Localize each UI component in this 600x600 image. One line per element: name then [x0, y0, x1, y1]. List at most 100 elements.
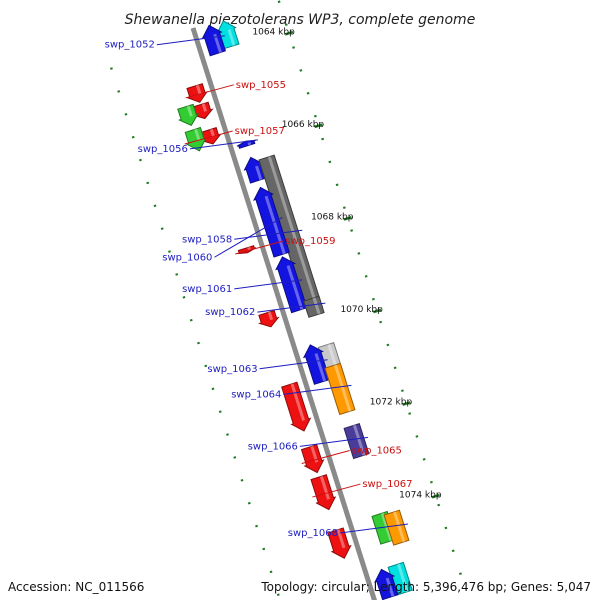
- gene-feature: [252, 186, 290, 258]
- gene-label[interactable]: swp_1060: [162, 252, 212, 263]
- map-title: Shewanella piezotolerans WP3, complete g…: [125, 12, 476, 28]
- gene-highlight: [393, 511, 406, 543]
- accession-text: Accession: NC_011566: [8, 580, 145, 594]
- gene-label[interactable]: swp_1065: [352, 445, 402, 456]
- gene-arrow: [300, 444, 325, 474]
- gene-feature: [374, 568, 399, 600]
- gene-feature: [343, 422, 370, 460]
- gene-arrow: [252, 186, 290, 258]
- gene-feature: [383, 509, 410, 546]
- gene-highlight: [255, 165, 263, 181]
- label-leader-line: [257, 302, 326, 313]
- gene-highlight: [267, 311, 274, 321]
- gene-features: [177, 20, 413, 600]
- scale-tick-mark: [343, 215, 352, 221]
- gene-arrow: [343, 422, 370, 460]
- scale-tick-label: 1072 kbp: [370, 398, 413, 408]
- gene-arrow: [177, 103, 200, 126]
- gene-arrow: [281, 381, 312, 432]
- scale-tick-mark: [284, 30, 294, 36]
- label-leader-line: [189, 139, 258, 150]
- gene-arrow: [201, 24, 227, 57]
- gene-feature: [186, 83, 209, 103]
- gene-label[interactable]: swp_1063: [207, 364, 257, 375]
- gene-feature: [310, 474, 337, 511]
- gene-feature: [257, 309, 280, 328]
- gene-highlight: [312, 297, 321, 315]
- gene-highlight: [314, 353, 327, 382]
- gene-feature: [201, 24, 227, 57]
- scale-tick-label: 1066 kbp: [282, 120, 325, 130]
- gene-highlight: [186, 105, 193, 117]
- gene-feature: [237, 245, 257, 255]
- label-leader-line: [214, 216, 283, 258]
- scale-tick-mark: [314, 123, 323, 129]
- genome-backbone: [190, 27, 377, 600]
- label-leader-line: [234, 229, 303, 240]
- scale-tick-label: 1064 kbp: [252, 27, 295, 37]
- gene-highlight: [396, 563, 409, 593]
- gene-label[interactable]: swp_1068: [288, 528, 338, 539]
- gene-highlight: [319, 475, 331, 500]
- gene-label[interactable]: swp_1057: [235, 126, 285, 137]
- gene-highlight: [247, 246, 251, 251]
- gene-label[interactable]: swp_1052: [105, 40, 155, 51]
- gene-arrow: [237, 245, 257, 255]
- scale-tick-mark: [431, 493, 441, 499]
- label-leader-line: [235, 240, 284, 255]
- gene-arrow: [374, 568, 399, 600]
- gene-highlight: [194, 128, 201, 142]
- gene-label[interactable]: swp_1055: [236, 80, 286, 91]
- gene-highlight: [227, 29, 236, 47]
- gene-highlight: [286, 265, 304, 310]
- gene-highlight: [267, 156, 320, 310]
- gene-highlight: [247, 141, 252, 146]
- gene-highlight: [385, 577, 395, 597]
- label-leader-line: [156, 35, 225, 46]
- gene-arrow: [302, 344, 331, 385]
- gene-feature: [303, 295, 325, 318]
- right-guide-dots: [106, 54, 282, 600]
- gene-label[interactable]: swp_1066: [248, 441, 298, 452]
- gene-label[interactable]: swp_1064: [231, 389, 281, 400]
- gene-arrow: [275, 256, 308, 314]
- label-leader-line: [312, 483, 361, 498]
- gene-arrow: [324, 362, 356, 416]
- gene-arrow: [310, 474, 337, 511]
- label-leader-line: [283, 384, 352, 395]
- gene-highlight: [209, 128, 216, 138]
- gene-label[interactable]: swp_1059: [285, 236, 335, 247]
- label-leader-line: [259, 359, 328, 370]
- gene-label[interactable]: swp_1062: [205, 307, 255, 318]
- label-leader-line: [299, 436, 368, 447]
- gene-arrow: [383, 509, 410, 546]
- gene-highlight: [201, 103, 208, 112]
- scale-tick-mark: [402, 401, 411, 406]
- gene-highlight: [264, 195, 286, 255]
- gene-labels: swp_1052 swp_1056 swp_1058 swp_1060 swp_1061…: [105, 35, 413, 539]
- gene-feature: [275, 256, 308, 314]
- gene-highlight: [333, 364, 352, 412]
- label-leader-line: [184, 130, 233, 145]
- dotted-guide-lines: [106, 0, 462, 600]
- gene-label[interactable]: swp_1058: [182, 234, 232, 245]
- gene-feature: [302, 344, 331, 385]
- gene-arrow: [327, 527, 352, 559]
- gene-feature: [324, 362, 356, 416]
- gene-label[interactable]: swp_1061: [182, 284, 232, 295]
- label-leader-line: [185, 84, 234, 99]
- gene-arrow: [257, 309, 280, 328]
- scale-ticks: 1064 kbp 1066 kbp 1068 kbp 1070 kbp 1072 kbp…: [252, 27, 441, 500]
- gene-label[interactable]: swp_1056: [138, 144, 188, 155]
- gene-highlight: [290, 383, 306, 422]
- gene-feature: [177, 103, 200, 126]
- scale-tick-mark: [372, 308, 382, 314]
- label-leader-line: [234, 279, 303, 290]
- gene-highlight: [195, 84, 202, 95]
- gene-highlight: [336, 529, 346, 549]
- genome-summary-text: Topology: circular; Length: 5,396,476 bp…: [261, 580, 591, 594]
- gene-label[interactable]: swp_1067: [362, 479, 412, 490]
- gene-arrow: [303, 295, 325, 318]
- scale-tick-label: 1068 kbp: [311, 213, 354, 223]
